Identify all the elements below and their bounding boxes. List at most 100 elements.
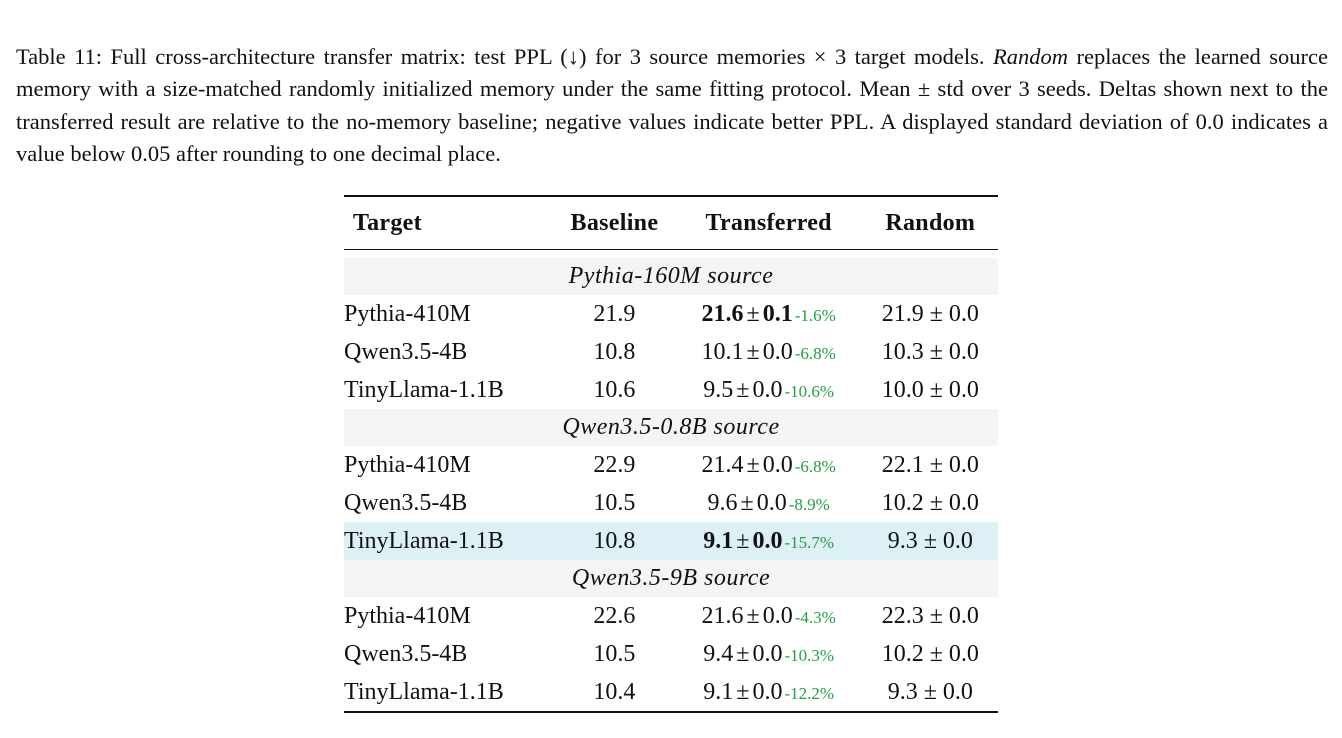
plus-minus-sign: ± [736, 376, 750, 403]
plus-minus-sign: ± [746, 602, 760, 629]
transferred-std: 0.0 [762, 338, 793, 365]
transferred-mean: 21.4 [701, 451, 744, 478]
delta-value: -8.9% [788, 494, 830, 514]
random-cell: 10.0 ± 0.0 [881, 376, 979, 403]
delta-value: -4.3% [794, 607, 836, 627]
spacer-row [344, 250, 998, 259]
transferred-std: 0.0 [752, 527, 783, 554]
target-cell: Qwen3.5-4B [344, 338, 468, 365]
transferred-std: 0.0 [762, 451, 793, 478]
transferred-mean: 10.1 [701, 338, 744, 365]
baseline-cell: 22.6 [593, 602, 636, 629]
delta-value: -12.2% [784, 683, 835, 703]
header-random: Random [862, 196, 998, 250]
transferred-cell: 21.6 ±0.0 -4.3% [675, 597, 863, 635]
transferred-mean: 21.6 [701, 602, 744, 629]
target-cell: Qwen3.5-4B [344, 489, 468, 516]
table-row: TinyLlama-1.1B 10.8 9.1 ±0.0 -15.7% 9.3 ± 0.0 [344, 522, 998, 560]
target-cell: Qwen3.5-4B [344, 640, 468, 667]
baseline-cell: 10.5 [593, 489, 636, 516]
transferred-cell: 9.6 ±0.0 -8.9% [675, 484, 863, 522]
transferred-mean: 9.5 [703, 376, 734, 403]
transferred-mean: 9.1 [703, 527, 734, 554]
plus-minus-sign: ± [740, 489, 754, 516]
delta-value: -15.7% [784, 532, 835, 552]
delta-value: -6.8% [794, 343, 836, 363]
baseline-cell: 10.6 [593, 376, 636, 403]
random-cell: 22.1 ± 0.0 [881, 451, 979, 478]
results-table-wrapper: Target Baseline Transferred Random Pythi… [344, 195, 998, 713]
header-row: Target Baseline Transferred Random [344, 196, 998, 250]
target-cell: TinyLlama-1.1B [344, 522, 555, 560]
table-row: Qwen3.5-4B 10.5 9.6 ±0.0 -8.9% 10.2 ± 0.0 [344, 484, 998, 522]
transferred-cell: 21.4 ±0.0 -6.8% [675, 446, 863, 484]
table-body: Pythia-160M source Pythia-410M 21.9 21.6 ±0.… [344, 250, 998, 713]
random-cell: 10.2 ± 0.0 [881, 640, 979, 667]
baseline-cell: 21.9 [593, 300, 636, 327]
header-baseline: Baseline [554, 196, 675, 250]
target-cell: Pythia-410M [344, 451, 471, 478]
baseline-cell: 10.8 [554, 522, 675, 560]
baseline-cell: 22.9 [593, 451, 636, 478]
caption-prefix: Table 11: Full cross-architecture transf… [16, 43, 994, 69]
delta-value: -10.6% [784, 381, 835, 401]
transferred-cell: 21.6 ±0.1 -1.6% [675, 295, 863, 333]
transferred-cell: 9.1 ±0.0 -15.7% [674, 522, 863, 560]
plus-minus-sign: ± [746, 338, 760, 365]
target-cell: Pythia-410M [344, 602, 471, 629]
transfer-matrix-table: Target Baseline Transferred Random Pythi… [344, 195, 998, 713]
table-row: Pythia-410M 21.9 21.6 ±0.1 -1.6% 21.9 ± 0.0 [344, 295, 998, 333]
plus-minus-sign: ± [746, 451, 760, 478]
plus-minus-sign: ± [736, 527, 750, 554]
plus-minus-sign: ± [736, 678, 750, 705]
transferred-std: 0.1 [762, 300, 793, 327]
random-cell: 10.2 ± 0.0 [881, 489, 979, 516]
target-cell: TinyLlama-1.1B [344, 678, 504, 705]
table-row: Pythia-410M 22.9 21.4 ±0.0 -6.8% 22.1 ± 0.0 [344, 446, 998, 484]
baseline-cell: 10.8 [593, 338, 636, 365]
target-cell: TinyLlama-1.1B [344, 376, 504, 403]
transferred-std: 0.0 [762, 602, 793, 629]
transferred-cell: 9.5 ±0.0 -10.6% [675, 371, 863, 409]
caption-suffix: replaces the learned source memory with … [16, 43, 1328, 167]
transferred-std: 0.0 [752, 376, 783, 403]
group-header-row: Pythia-160M source [344, 258, 998, 295]
transferred-mean: 9.6 [707, 489, 738, 516]
random-cell: 9.3 ± 0.0 [862, 522, 998, 560]
random-cell: 22.3 ± 0.0 [881, 602, 979, 629]
delta-value: -10.3% [784, 645, 835, 665]
baseline-cell: 10.4 [593, 678, 636, 705]
header-transferred: Transferred [674, 196, 863, 250]
group-header-row: Qwen3.5-0.8B source [344, 409, 998, 446]
plus-minus-sign: ± [746, 300, 760, 327]
table-row: TinyLlama-1.1B 10.4 9.1 ±0.0 -12.2% 9.3 ± 0.0 [344, 673, 998, 712]
transferred-mean: 9.4 [703, 640, 734, 667]
transferred-mean: 9.1 [703, 678, 734, 705]
table-row: Qwen3.5-4B 10.5 9.4 ±0.0 -10.3% 10.2 ± 0.0 [344, 635, 998, 673]
spacer-cell [344, 250, 998, 259]
delta-value: -6.8% [794, 456, 836, 476]
transferred-cell: 9.4 ±0.0 -10.3% [675, 635, 863, 673]
random-cell: 21.9 ± 0.0 [881, 300, 979, 327]
group-header-row: Qwen3.5-9B source [344, 560, 998, 597]
table-caption: Table 11: Full cross-architecture transf… [16, 41, 1328, 171]
random-cell: 10.3 ± 0.0 [881, 338, 979, 365]
group-title: Pythia-160M source [344, 258, 998, 295]
table-row: Pythia-410M 22.6 21.6 ±0.0 -4.3% 22.3 ± 0.0 [344, 597, 998, 635]
transferred-std: 0.0 [752, 678, 783, 705]
table-row: TinyLlama-1.1B 10.6 9.5 ±0.0 -10.6% 10.0 ± 0.… [344, 371, 998, 409]
delta-value: -1.6% [794, 305, 836, 325]
group-title: Qwen3.5-9B source [344, 560, 998, 597]
transferred-mean: 21.6 [701, 300, 744, 327]
transferred-std: 0.0 [752, 640, 783, 667]
header-target: Target [344, 196, 555, 250]
transferred-cell: 10.1 ±0.0 -6.8% [675, 333, 863, 371]
plus-minus-sign: ± [736, 640, 750, 667]
group-title: Qwen3.5-0.8B source [344, 409, 998, 446]
table-row: Qwen3.5-4B 10.8 10.1 ±0.0 -6.8% 10.3 ± 0.0 [344, 333, 998, 371]
transferred-std: 0.0 [756, 489, 787, 516]
baseline-cell: 10.5 [593, 640, 636, 667]
caption-italic-term: Random [993, 43, 1069, 69]
transferred-cell: 9.1 ±0.0 -12.2% [675, 673, 863, 712]
target-cell: Pythia-410M [344, 300, 471, 327]
